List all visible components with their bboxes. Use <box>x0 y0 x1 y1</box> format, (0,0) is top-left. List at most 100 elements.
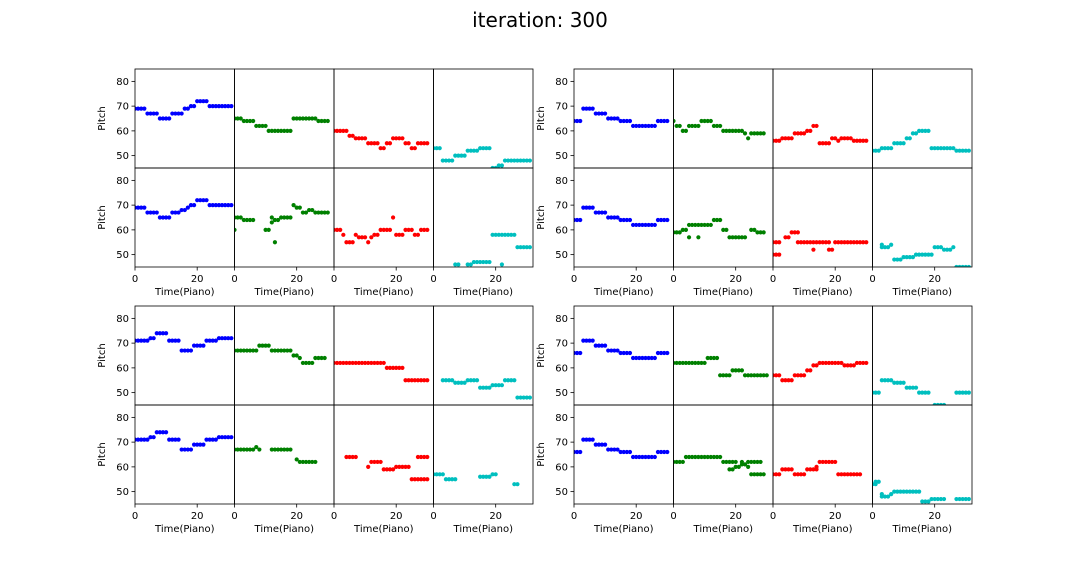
note-point <box>755 472 760 477</box>
note-point <box>145 338 150 343</box>
note-point <box>789 378 794 383</box>
note-point <box>920 128 925 133</box>
note-point <box>960 496 965 502</box>
x-axis-label: Time(Piano) <box>254 524 315 535</box>
note-point <box>898 489 903 494</box>
note-point <box>381 146 386 151</box>
note-point <box>303 360 309 366</box>
note-point <box>366 360 371 366</box>
note-point <box>680 360 685 366</box>
note-point <box>624 217 629 223</box>
note-point <box>148 435 153 440</box>
note-point <box>490 383 495 388</box>
note-point <box>216 104 222 109</box>
x-axis-label: Time(Piano) <box>453 287 514 298</box>
note-point <box>257 343 262 348</box>
note-point <box>727 373 732 378</box>
note-point <box>409 146 414 151</box>
note-point <box>584 205 589 210</box>
note-point <box>861 240 866 245</box>
note-point <box>637 222 642 228</box>
note-point <box>733 459 738 465</box>
note-point <box>179 348 184 353</box>
note-point <box>412 378 417 383</box>
note-point <box>481 146 486 151</box>
note-point <box>422 378 427 383</box>
note-series <box>673 118 766 141</box>
note-point <box>895 380 900 385</box>
y-tick-label: 70 <box>555 339 568 350</box>
note-point <box>895 141 900 146</box>
note-point <box>313 116 318 121</box>
note-point <box>450 477 455 482</box>
note-point <box>624 118 629 124</box>
note-point <box>864 240 869 245</box>
y-tick-label: 70 <box>116 102 129 113</box>
note-point <box>854 240 860 245</box>
note-point <box>932 496 937 502</box>
note-point <box>662 350 667 356</box>
panel-frame <box>872 305 973 406</box>
panel-frame <box>433 404 534 505</box>
note-point <box>341 128 346 133</box>
note-point <box>518 158 523 163</box>
note-point <box>247 348 253 353</box>
note-point <box>313 210 318 215</box>
note-point <box>696 222 701 228</box>
note-point <box>384 227 389 232</box>
note-point <box>415 232 421 237</box>
note-point <box>478 385 483 390</box>
note-point <box>279 447 284 452</box>
note-point <box>814 467 819 472</box>
panel-frame <box>772 167 873 268</box>
note-point <box>749 373 754 378</box>
note-point <box>839 136 844 141</box>
note-point <box>910 255 916 260</box>
y-axis-label: Pitch <box>97 205 108 229</box>
note-point <box>527 395 532 400</box>
note-point <box>823 360 828 366</box>
note-point <box>182 348 187 353</box>
note-point <box>527 158 532 163</box>
note-point <box>826 459 832 465</box>
note-point <box>606 447 611 452</box>
note-point <box>459 153 464 158</box>
note-point <box>907 255 912 260</box>
x-tick-label: 20 <box>630 274 643 285</box>
note-point <box>275 348 281 353</box>
note-point <box>789 467 794 472</box>
note-point <box>746 136 751 141</box>
y-tick-label: 80 <box>555 314 568 325</box>
panel-frame <box>573 404 674 505</box>
note-point <box>353 232 358 237</box>
note-point <box>801 131 807 136</box>
x-tick-label: 0 <box>869 511 875 522</box>
note-series <box>872 378 971 405</box>
note-point <box>425 378 430 383</box>
note-point <box>465 262 470 267</box>
note-point <box>966 148 971 153</box>
note-point <box>509 232 514 237</box>
note-point <box>188 203 194 208</box>
track-panel-1 <box>573 305 674 406</box>
note-point <box>185 348 190 353</box>
note-point <box>167 437 172 442</box>
note-point <box>347 133 352 138</box>
x-axis-label: Time(Piano) <box>892 524 953 535</box>
panel-frame <box>333 404 434 505</box>
note-point <box>578 449 583 455</box>
note-point <box>244 217 250 223</box>
note-point <box>415 141 421 146</box>
note-point <box>798 240 804 245</box>
figure-title: iteration: 300 <box>472 8 608 32</box>
note-point <box>714 454 720 460</box>
note-point <box>369 459 374 465</box>
note-point <box>798 131 804 136</box>
note-point <box>851 363 856 368</box>
note-point <box>378 360 383 366</box>
note-point <box>487 259 492 265</box>
y-tick-label: 60 <box>116 225 129 236</box>
note-point <box>375 459 380 465</box>
note-point <box>733 235 738 240</box>
note-point <box>901 380 906 385</box>
